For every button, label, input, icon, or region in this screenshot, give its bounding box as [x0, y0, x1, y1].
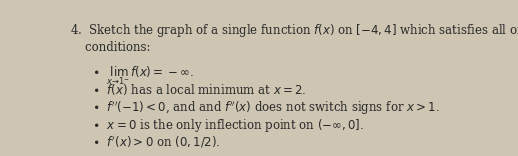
- Text: $\bullet$  $\lim_{x\to 1^-} f(x) = -\infty.$: $\bullet$ $\lim_{x\to 1^-} f(x) = -\inft…: [92, 64, 193, 87]
- Text: $\bullet$  $f'(x) > 0$ on $(0, 1/2).$: $\bullet$ $f'(x) > 0$ on $(0, 1/2).$: [92, 134, 220, 150]
- Text: $\bullet$  $x = 0$ is the only inflection point on $(-\infty, 0].$: $\bullet$ $x = 0$ is the only inflection…: [92, 117, 364, 134]
- Text: conditions:: conditions:: [69, 41, 150, 54]
- Text: 4.  Sketch the graph of a single function $f(x)$ on $[-4, 4]$ which satisfies al: 4. Sketch the graph of a single function…: [69, 22, 518, 39]
- Text: $\bullet$  $f''(-1) < 0$, and and $f''(x)$ does not switch signs for $x > 1.$: $\bullet$ $f''(-1) < 0$, and and $f''(x)…: [92, 99, 439, 117]
- Text: $\bullet$  $f(x)$ has a local minimum at $x = 2.$: $\bullet$ $f(x)$ has a local minimum at …: [92, 82, 306, 97]
